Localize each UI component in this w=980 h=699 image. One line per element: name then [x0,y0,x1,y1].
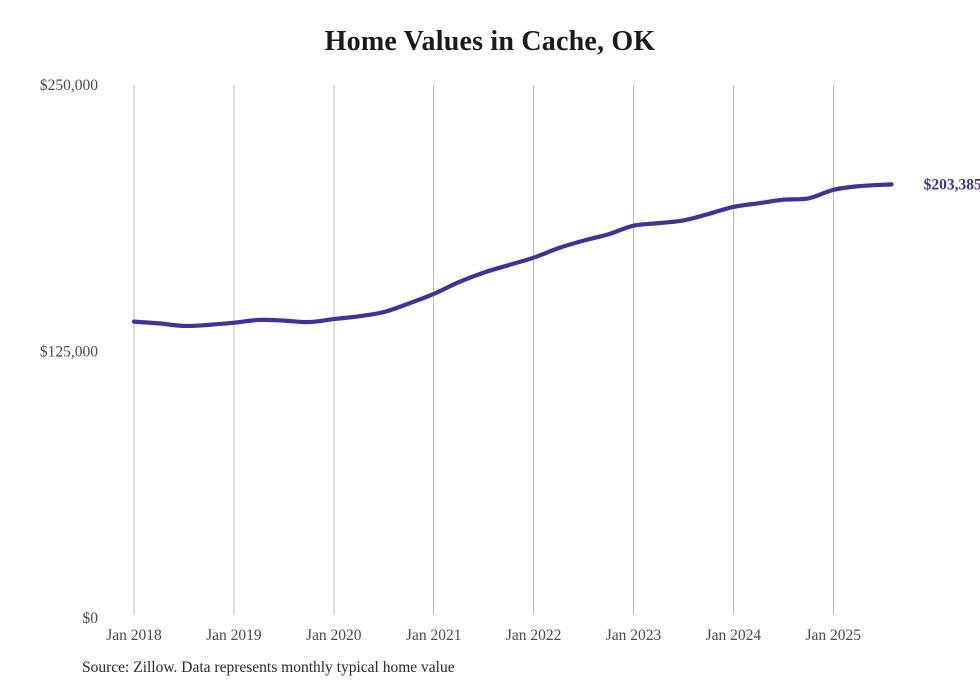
x-tick-label: Jan 2021 [406,627,462,644]
x-tick-label: Jan 2024 [706,627,762,644]
chart-title: Home Values in Cache, OK [324,26,656,57]
end-value-label: $203,385 [924,176,980,193]
y-axis-tick-labels: $0 $125,000 $250,000 [40,77,98,627]
gridlines-group [133,85,834,615]
x-tick-label: Jan 2018 [106,627,162,644]
y-tick-label: $250,000 [40,77,98,94]
x-tick-label: Jan 2025 [806,627,862,644]
source-note: Source: Zillow. Data represents monthly … [82,659,455,676]
y-tick-label: $0 [83,610,99,627]
series-group [131,182,894,329]
x-tick-label: Jan 2020 [306,627,362,644]
y-tick-label: $125,000 [40,344,98,361]
x-tick-label: Jan 2022 [506,627,562,644]
end-value-annotation: $203,385 [924,176,980,193]
x-tick-label: Jan 2019 [206,627,262,644]
x-axis-tick-labels: Jan 2018 Jan 2019 Jan 2020 Jan 2021 Jan 2022… [106,627,861,644]
series-line-typical-home-value [131,182,894,329]
x-tick-label: Jan 2023 [606,627,662,644]
